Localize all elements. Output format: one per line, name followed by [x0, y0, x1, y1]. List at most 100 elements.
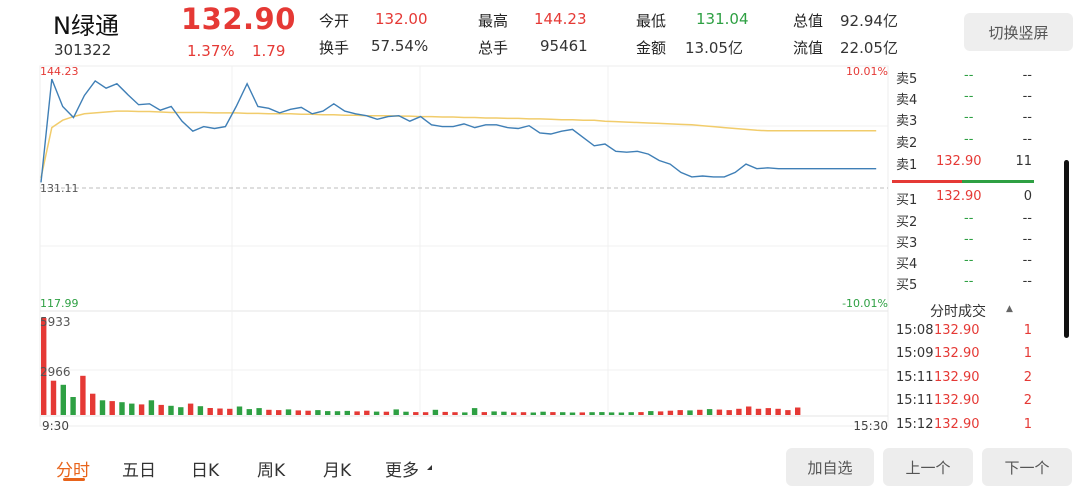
volume-bar	[178, 407, 184, 415]
buy-row-3[interactable]: 买3 -- --	[892, 230, 1042, 251]
volume-bar	[579, 412, 585, 415]
volume-bar	[452, 412, 458, 415]
volume-bar	[628, 412, 634, 415]
volume-bar	[227, 408, 233, 415]
buy-row-1[interactable]: 买1 132.90 0	[892, 187, 1042, 208]
volume-bar	[618, 412, 625, 415]
volume-bar	[236, 406, 243, 415]
trade-row: 15:11 132.90 2	[892, 390, 1042, 412]
sell-row-1[interactable]: 卖1 132.90 11	[892, 152, 1042, 173]
volume-bar	[305, 410, 311, 415]
sell-price: 132.90	[936, 154, 982, 169]
buy-row-4[interactable]: 买4 -- --	[892, 251, 1042, 272]
sell-row-5[interactable]: 卖5 -- --	[892, 66, 1042, 87]
scrollbar[interactable]	[1064, 160, 1069, 338]
sell-row-2[interactable]: 卖2 -- --	[892, 130, 1042, 151]
sell-price: --	[964, 132, 974, 147]
volume-bar	[364, 410, 370, 415]
volume-label: 总手	[478, 39, 509, 57]
trade-price: 132.90	[934, 346, 980, 361]
volume-value: 95461	[540, 37, 588, 55]
time-start-label: 9:30	[42, 419, 69, 433]
volume-bar	[687, 410, 693, 415]
volume-bar	[481, 412, 487, 415]
volume-bar	[706, 409, 713, 415]
sell-volume: 11	[1015, 154, 1032, 169]
stock-code: 301322	[54, 41, 112, 59]
tab-intraday[interactable]: 分时	[56, 461, 90, 481]
buy-price: --	[964, 274, 974, 289]
caret-up-icon[interactable]: ▲	[1006, 304, 1013, 314]
intraday-chart[interactable]: 144.23 131.11 117.99 10.01% -10.01% 5933…	[0, 60, 1080, 440]
market-cap-label: 总值	[793, 12, 824, 30]
volume-bar	[491, 411, 497, 415]
volume-bar	[795, 407, 801, 415]
trade-price: 132.90	[934, 417, 980, 432]
tab-five-day[interactable]: 五日	[122, 461, 156, 481]
tab-more[interactable]: 更多	[385, 461, 419, 481]
volume-bar	[697, 409, 703, 415]
tab-monthly-k[interactable]: 月K	[323, 461, 352, 481]
volume-bar	[129, 403, 135, 415]
volume-bar	[520, 412, 527, 415]
trade-time: 15:11	[896, 393, 934, 408]
tab-daily-k[interactable]: 日K	[191, 461, 220, 481]
buy-volume: --	[1022, 253, 1032, 268]
buy-price: 132.90	[936, 189, 982, 204]
volume-bar	[432, 409, 439, 415]
volume-bar	[785, 410, 791, 415]
buy-volume: --	[1022, 211, 1032, 226]
volume-bar	[657, 411, 664, 415]
active-tab-indicator	[63, 478, 85, 481]
sell-row-4[interactable]: 卖4 -- --	[892, 87, 1042, 108]
volume-bar	[422, 412, 429, 415]
volume-bar	[403, 411, 409, 415]
sell-row-3[interactable]: 卖3 -- --	[892, 108, 1042, 129]
time-end-label: 15:30	[853, 419, 888, 433]
buy-volume: --	[1022, 274, 1032, 289]
sell-volume: --	[1022, 89, 1032, 104]
buy-row-2[interactable]: 买2 -- --	[892, 209, 1042, 230]
volume-bar	[608, 412, 615, 415]
volume-bar	[501, 411, 507, 415]
sell-volume: --	[1022, 110, 1032, 125]
volume-bars	[41, 318, 801, 415]
sell-label: 卖3	[896, 114, 918, 129]
buy-divider	[962, 180, 1034, 183]
volume-bar	[383, 411, 390, 415]
volume-bar	[60, 384, 66, 415]
volume-bar	[589, 412, 595, 415]
volume-bar	[471, 408, 478, 415]
volume-bar	[716, 409, 723, 415]
trade-price: 132.90	[934, 393, 980, 408]
volume-bar	[726, 410, 732, 415]
sell-volume: --	[1022, 68, 1032, 83]
sell-label: 卖5	[896, 72, 918, 87]
buy-row-5[interactable]: 买5 -- --	[892, 272, 1042, 293]
volume-bar	[599, 412, 605, 415]
volume-bar	[256, 408, 262, 415]
trade-row: 15:11 132.90 2	[892, 367, 1042, 389]
low-value: 131.04	[696, 10, 749, 28]
pct-axis-bottom-label: -10.01%	[842, 297, 888, 310]
high-label: 最高	[478, 12, 509, 30]
trade-row: 15:09 132.90 1	[892, 343, 1042, 365]
trade-volume: 1	[1023, 323, 1032, 338]
volume-bar	[511, 412, 517, 415]
add-watchlist-button[interactable]: 加自选	[786, 448, 874, 486]
sell-volume: --	[1022, 132, 1032, 147]
next-stock-button[interactable]: 下一个	[982, 448, 1072, 486]
volume-bar	[70, 397, 76, 415]
trade-volume: 1	[1023, 346, 1032, 361]
previous-stock-button[interactable]: 上一个	[883, 448, 973, 486]
trade-time: 15:08	[896, 323, 934, 338]
more-dropdown-icon[interactable]	[427, 465, 432, 470]
volume-bar	[217, 408, 223, 415]
tab-weekly-k[interactable]: 周K	[257, 461, 286, 481]
float-cap-label: 流值	[793, 39, 824, 57]
switch-portrait-button[interactable]: 切换竖屏	[964, 13, 1073, 51]
trade-ticks-title[interactable]: 分时成交	[930, 304, 986, 320]
buy-label: 买1	[896, 193, 918, 208]
volume-bar	[765, 408, 771, 415]
buy-price: --	[964, 232, 974, 247]
